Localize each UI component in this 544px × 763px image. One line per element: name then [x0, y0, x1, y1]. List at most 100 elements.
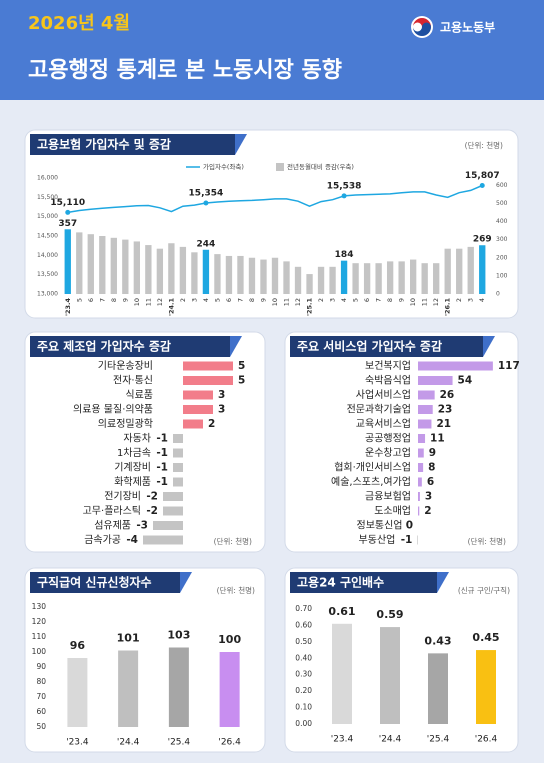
y-tick-label: 70	[36, 692, 46, 701]
line-value-label: 15,538	[327, 181, 362, 191]
x-tick-label: '24.4	[117, 738, 140, 748]
bar	[418, 361, 493, 371]
value-label: 2	[424, 505, 431, 517]
value-label: 8	[428, 462, 435, 474]
value-label: 5	[238, 375, 245, 387]
y-tick-label: 14,000	[37, 252, 58, 259]
value-label: 96	[70, 639, 86, 652]
x-tick-label: '26.1	[444, 298, 452, 317]
legend-label: 가입자수(좌축)	[203, 162, 244, 171]
value-label: -3	[136, 520, 148, 532]
bar	[143, 535, 183, 545]
x-tick-label: 3	[467, 298, 475, 302]
bar	[173, 477, 183, 487]
value-label: -4	[126, 534, 138, 546]
x-tick-label: 5	[213, 298, 221, 302]
y-tick-label: 13,500	[37, 271, 58, 278]
y-tick-label: 50	[36, 722, 46, 731]
y-tick-label: 15,500	[37, 194, 58, 201]
bar	[67, 658, 88, 727]
bar	[418, 405, 433, 414]
category-label: 자동차	[123, 433, 151, 445]
y-tick-label: 0.40	[295, 653, 312, 662]
value-label: 100	[218, 633, 241, 646]
bar	[248, 257, 256, 294]
x-tick-label: 4	[478, 298, 486, 302]
bar	[99, 236, 106, 294]
value-label: 23	[438, 404, 453, 416]
y-tick-label: 13,000	[37, 291, 58, 298]
x-tick-label: 12	[156, 298, 164, 306]
bar	[163, 492, 183, 501]
x-tick-label: '26.4	[475, 735, 498, 745]
bar	[237, 255, 244, 294]
bar	[163, 506, 183, 516]
bar	[476, 650, 496, 724]
x-tick-label: 9	[259, 298, 267, 302]
bar	[418, 506, 420, 516]
value-label: 54	[458, 375, 473, 387]
bar	[173, 463, 183, 472]
x-tick-label: '26.4	[218, 738, 241, 748]
bar	[271, 257, 279, 294]
line-marker	[341, 193, 347, 199]
value-label: 6	[427, 476, 434, 488]
bar	[173, 434, 183, 443]
line-marker	[203, 200, 209, 206]
y-tick-label: 0.70	[295, 604, 312, 613]
bar	[317, 266, 325, 294]
x-tick-label: 2	[455, 298, 463, 302]
category-label: 운수창고업	[365, 446, 411, 459]
x-tick-label: 4	[340, 298, 348, 302]
card-title-tab	[290, 572, 437, 593]
header-title: 고용행정 통계로 본 노동시장 동향	[28, 58, 342, 83]
header-date: 2026년 4월	[28, 13, 130, 34]
y-tick-label: 60	[36, 707, 46, 716]
line-marker	[479, 182, 485, 188]
bar	[386, 261, 394, 294]
y-tick-label: 100	[32, 647, 47, 656]
x-tick-label: 11	[421, 298, 429, 306]
bar	[398, 261, 405, 294]
value-label: 0.45	[472, 631, 499, 644]
line-value-label: 15,354	[189, 188, 224, 198]
bar	[329, 266, 336, 294]
ministry-name: 고용노동부	[440, 20, 495, 35]
x-tick-label: 9	[398, 298, 406, 302]
x-tick-label: '25.4	[168, 738, 191, 748]
bar-value-label: 357	[58, 219, 77, 229]
category-label: 사업서비스업	[356, 388, 411, 401]
unit-label: (신규 구인/구직)	[458, 585, 510, 595]
value-label: 11	[430, 433, 445, 445]
card-title-accent	[180, 572, 192, 593]
value-label: 2	[208, 418, 215, 430]
bar	[76, 232, 83, 294]
category-label: 전기장비	[104, 491, 141, 503]
y2-tick-label: 400	[496, 218, 508, 225]
value-label: 0.61	[328, 605, 355, 618]
value-label: 3	[218, 404, 225, 416]
value-label: 5	[238, 360, 245, 372]
category-label: 도소매업	[374, 504, 411, 517]
value-label: 101	[117, 632, 140, 645]
category-label: 의료정밀광학	[98, 418, 153, 430]
x-tick-label: 5	[75, 298, 83, 302]
bar	[433, 263, 440, 294]
bar	[418, 434, 426, 443]
bar	[294, 266, 302, 294]
header-band	[0, 0, 544, 100]
value-label: 0.43	[424, 634, 451, 647]
y-tick-label: 80	[36, 677, 46, 686]
bar	[456, 248, 463, 294]
y-tick-label: 110	[32, 632, 47, 641]
line-value-label: 15,110	[50, 198, 85, 208]
bar	[156, 248, 164, 294]
bar	[64, 229, 71, 294]
value-label: -1	[156, 476, 168, 488]
bar	[421, 263, 428, 294]
card	[24, 331, 266, 553]
category-label: 고무·플라스틱	[83, 505, 141, 517]
bar	[418, 477, 422, 487]
bar	[418, 492, 420, 501]
x-tick-label: 8	[248, 298, 256, 302]
